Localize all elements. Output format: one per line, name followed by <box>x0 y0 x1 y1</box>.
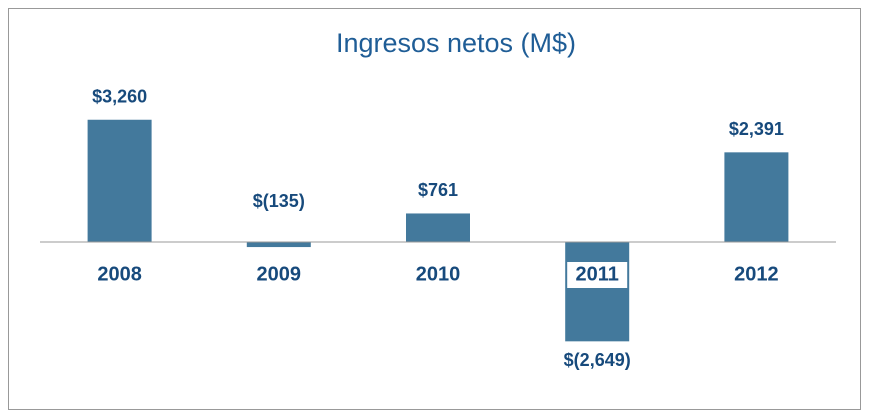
x-tick-label: 2012 <box>734 263 779 285</box>
label-background <box>567 262 628 288</box>
value-label: $2,391 <box>729 119 784 139</box>
bar <box>87 119 152 242</box>
value-label: $(135) <box>253 191 305 211</box>
bar <box>565 242 630 342</box>
bar <box>406 213 470 242</box>
value-label: $(2,649) <box>564 350 631 370</box>
x-tick-label: 2010 <box>416 263 461 285</box>
x-tick-label: 2011 <box>576 263 619 285</box>
bar <box>246 242 311 248</box>
x-tick-label: 2009 <box>257 263 302 285</box>
x-tick-label: 2008 <box>97 263 142 285</box>
value-label: $761 <box>418 180 458 200</box>
chart-title: Ingresos netos (M$) <box>336 28 576 58</box>
value-label: $3,260 <box>92 87 147 107</box>
bar <box>724 152 789 242</box>
